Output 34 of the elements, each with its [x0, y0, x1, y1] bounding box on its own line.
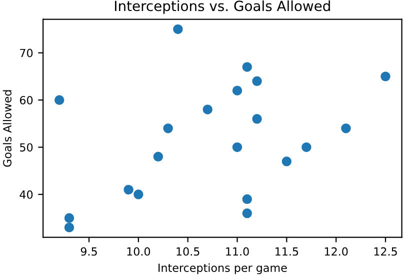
- point: [134, 190, 144, 200]
- x-tick-label: 10.0: [127, 247, 150, 256]
- x-tick-label: 12.0: [324, 247, 348, 256]
- y-tick-label: 50: [20, 143, 33, 152]
- x-tick-label: 12.5: [374, 247, 397, 256]
- point: [252, 114, 262, 124]
- point: [242, 194, 252, 204]
- point: [163, 123, 173, 134]
- point: [153, 152, 164, 162]
- point: [252, 76, 262, 86]
- x-tick-label: 9.5: [80, 247, 97, 256]
- x-tick-label: 10.5: [176, 247, 200, 256]
- y-tick-label: 40: [20, 190, 33, 199]
- point: [242, 62, 252, 72]
- point: [54, 95, 64, 105]
- y-tick-label: 60: [20, 96, 33, 104]
- point: [64, 222, 74, 232]
- point: [124, 184, 134, 195]
- x-tick-label: 11.0: [226, 247, 249, 256]
- point: [282, 156, 292, 166]
- point: [341, 123, 351, 134]
- point: [64, 213, 74, 223]
- y-tick-label: 70: [20, 48, 33, 58]
- y-axis-title: Goals Allowed: [2, 90, 12, 167]
- x-tick-label: 11.5: [276, 247, 298, 256]
- point: [380, 72, 390, 82]
- chart-title: Interceptions vs. Goals Allowed: [115, 0, 330, 14]
- point: [232, 86, 242, 96]
- point: [173, 24, 183, 34]
- point: [232, 142, 242, 152]
- point: [302, 142, 312, 152]
- point: [242, 208, 252, 218]
- point: [202, 104, 212, 114]
- x-axis-title: Interceptions per game: [158, 263, 287, 274]
